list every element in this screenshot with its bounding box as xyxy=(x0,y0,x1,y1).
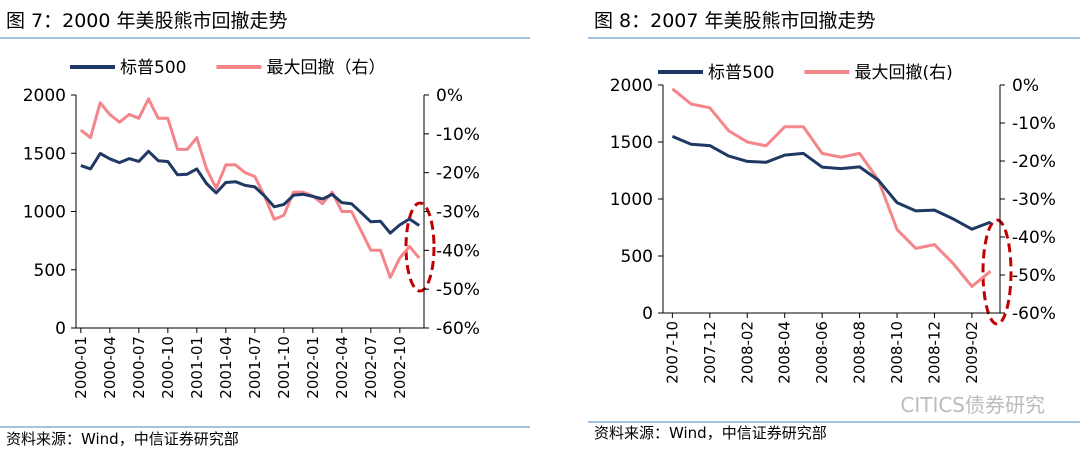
y2-tick-label: -40% xyxy=(436,241,480,261)
x-tick-label: 2000-10 xyxy=(159,336,177,399)
x-tick-label: 2009-02 xyxy=(963,321,981,384)
highlight xyxy=(404,201,436,293)
legend-label: 标普500 xyxy=(708,63,774,83)
x-tick-label: 2002-04 xyxy=(333,336,351,399)
legend-label: 最大回撤（右） xyxy=(266,58,385,78)
x-tick-label: 2008-02 xyxy=(738,321,756,384)
y-tick-label: 500 xyxy=(621,247,653,267)
y2-tick-label: -20% xyxy=(1012,152,1056,172)
x-tick-label: 2001-07 xyxy=(246,336,264,399)
x-tick-label: 2000-01 xyxy=(72,336,90,399)
y-tick-label: 500 xyxy=(34,261,66,281)
legend-label: 标普500 xyxy=(120,58,186,78)
y-tick-label: 1000 xyxy=(23,203,66,223)
x-tick-label: 2008-08 xyxy=(851,321,869,384)
y-tick-label: 0 xyxy=(642,304,653,324)
x-tick-label: 2002-07 xyxy=(362,336,380,399)
y-tick-label: 0 xyxy=(55,319,66,339)
y2-tick-label: -30% xyxy=(1012,190,1056,210)
series-line xyxy=(80,149,421,235)
y2-tick-label: 0% xyxy=(436,86,463,106)
chart-title: 图 7：2000 年美股熊市回撤走势 xyxy=(6,10,288,32)
y-tick-label: 2000 xyxy=(23,86,66,106)
y2-tick-label: -50% xyxy=(1012,266,1056,286)
y2-tick-label: 0% xyxy=(1012,76,1039,96)
y-tick-label: 1500 xyxy=(610,133,653,153)
y2-tick-label: -60% xyxy=(436,319,480,339)
x-tick-label: 2002-10 xyxy=(391,336,409,399)
chart-title: 图 8：2007 年美股熊市回撤走势 xyxy=(594,10,876,32)
x-tick-label: 2008-06 xyxy=(813,321,831,384)
x-tick-label: 2000-07 xyxy=(130,336,148,399)
x-tick-label: 2000-04 xyxy=(101,336,119,399)
y-tick-label: 1500 xyxy=(23,144,66,164)
series-line xyxy=(79,97,421,279)
x-tick-label: 2002-01 xyxy=(304,336,322,399)
x-tick-label: 2001-10 xyxy=(275,336,293,399)
y2-tick-label: -40% xyxy=(1012,228,1056,248)
highlight xyxy=(981,218,1013,326)
x-tick-label: 2008-04 xyxy=(776,321,794,384)
source: 资料来源：Wind，中信证券研究部 xyxy=(594,424,827,442)
watermark: CITICS债券研究 xyxy=(900,393,1045,417)
source: 资料来源：Wind，中信证券研究部 xyxy=(6,430,239,448)
y2-tick-label: -60% xyxy=(1012,304,1056,324)
x-tick-label: 2001-04 xyxy=(217,336,235,399)
x-tick-label: 2008-10 xyxy=(888,321,906,384)
y2-tick-label: -10% xyxy=(436,125,480,145)
x-tick-label: 2008-12 xyxy=(925,321,943,384)
y2-tick-label: -30% xyxy=(436,203,480,223)
y2-tick-label: -50% xyxy=(436,280,480,300)
x-tick-label: 2007-10 xyxy=(663,321,681,384)
series-line xyxy=(671,87,992,288)
legend-label: 最大回撤(右) xyxy=(854,63,952,83)
y-tick-label: 1000 xyxy=(610,190,653,210)
series-line xyxy=(671,135,992,231)
y2-tick-label: -20% xyxy=(436,164,480,184)
y2-tick-label: -10% xyxy=(1012,114,1056,134)
y-tick-label: 2000 xyxy=(610,76,653,96)
x-tick-label: 2007-12 xyxy=(701,321,719,384)
x-tick-label: 2001-01 xyxy=(188,336,206,399)
